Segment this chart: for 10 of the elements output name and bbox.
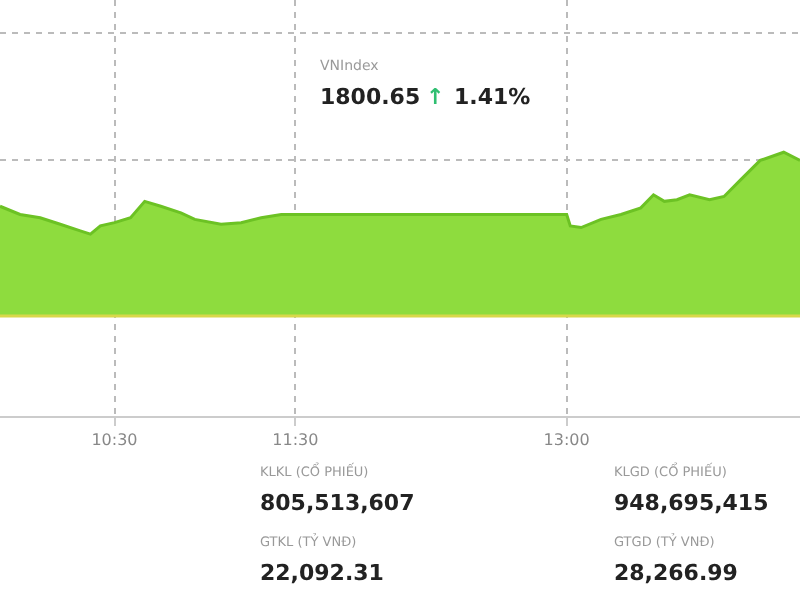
- x-tick-label: 11:30: [272, 431, 319, 449]
- text: ↑: [426, 84, 445, 110]
- text: 1.41%: [454, 84, 531, 110]
- x-tick-label: 13:00: [543, 431, 590, 449]
- text: 1800.65: [320, 84, 421, 110]
- text: 805,513,607: [260, 490, 415, 516]
- x-tick-label: 10:30: [91, 431, 138, 449]
- text: 28,266.99: [614, 560, 738, 586]
- text: 22,092.31: [260, 560, 384, 586]
- text: 948,695,415: [614, 490, 769, 516]
